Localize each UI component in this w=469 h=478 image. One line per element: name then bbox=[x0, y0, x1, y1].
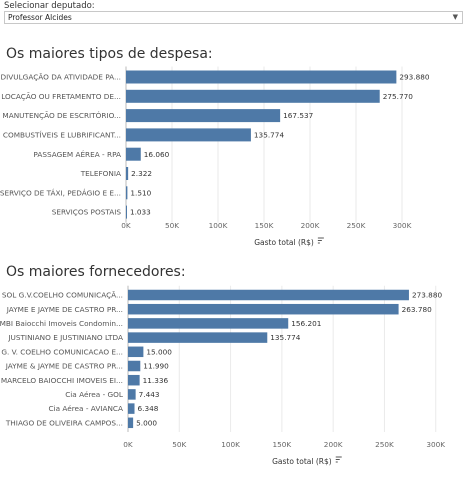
category-label: SOL G.V.COELHO COMUNICAÇÃ... bbox=[2, 291, 123, 300]
x-axis-title: Gasto total (R$) bbox=[272, 457, 332, 466]
bar[interactable] bbox=[126, 89, 380, 103]
bar[interactable] bbox=[128, 318, 289, 329]
value-label: 11.990 bbox=[143, 362, 169, 371]
chart2-title: Os maiores fornecedores: bbox=[6, 264, 186, 280]
value-label: 16.060 bbox=[144, 150, 170, 159]
category-label: THIAGO DE OLIVEIRA CAMPOS... bbox=[5, 418, 123, 427]
category-label: JUSTINIANO E JUSTINIANO LTDA bbox=[7, 333, 123, 342]
chart1-title: Os maiores tipos de despesa: bbox=[6, 46, 213, 62]
sort-icon[interactable] bbox=[317, 237, 324, 244]
category-label: JAYME E JAYME DE CASTRO PR... bbox=[6, 305, 123, 314]
value-label: 2.322 bbox=[131, 169, 152, 178]
sort-icon[interactable] bbox=[335, 456, 342, 463]
category-label: MARCELO BAIOCCHI IMOVEIS EI... bbox=[1, 376, 123, 385]
bar[interactable] bbox=[128, 403, 135, 414]
category-label: Cia Aérea - GOL bbox=[65, 390, 124, 399]
expense-types-chart: DIVULGAÇÃO DA ATIVIDADE PA... 293.880 LOCA… bbox=[0, 66, 430, 247]
x-tick-label: 300K bbox=[393, 221, 412, 230]
suppliers-chart: SOL G.V.COELHO COMUNICAÇÃ... 273.880 JAYME… bbox=[0, 285, 445, 466]
x-tick-label: 250K bbox=[347, 221, 366, 230]
category-label: TELEFONIA bbox=[80, 169, 121, 178]
bar[interactable] bbox=[126, 70, 397, 84]
x-tick-label: 150K bbox=[273, 440, 292, 449]
value-label: 6.348 bbox=[138, 404, 159, 413]
value-label: 1.033 bbox=[130, 208, 151, 217]
chevron-down-icon[interactable]: ▼ bbox=[452, 13, 458, 21]
value-label: 263.780 bbox=[402, 305, 433, 314]
x-tick-label: 200K bbox=[301, 221, 320, 230]
bar[interactable] bbox=[128, 417, 134, 429]
bar[interactable] bbox=[128, 332, 268, 343]
bar[interactable] bbox=[128, 303, 399, 315]
x-tick-label: 150K bbox=[255, 221, 274, 230]
value-label: 1.510 bbox=[130, 188, 151, 197]
value-label: 273.880 bbox=[412, 291, 443, 300]
deputy-select-value: Professor Alcides bbox=[8, 13, 72, 22]
x-tick-label: 0K bbox=[121, 221, 131, 230]
bar[interactable] bbox=[128, 374, 140, 386]
deputy-select[interactable]: Professor Alcides ▼ bbox=[4, 11, 463, 24]
bar[interactable] bbox=[126, 109, 281, 123]
bar[interactable] bbox=[126, 186, 128, 200]
value-label: 156.201 bbox=[291, 319, 321, 328]
category-label: JAYME & JAYME DE CASTRO PR... bbox=[5, 362, 123, 371]
category-label: PASSAGEM AÉREA - RPA bbox=[33, 150, 121, 159]
value-label: 7.443 bbox=[139, 390, 160, 399]
x-tick-label: 100K bbox=[221, 440, 240, 449]
category-label: DIVULGAÇÃO DA ATIVIDADE PA... bbox=[1, 73, 121, 82]
category-label: MANUTENÇÃO DE ESCRITÓRIO... bbox=[2, 111, 121, 120]
value-label: 293.880 bbox=[399, 73, 430, 82]
bar[interactable] bbox=[126, 205, 127, 219]
x-tick-label: 50K bbox=[165, 221, 179, 230]
bar[interactable] bbox=[128, 389, 136, 400]
x-tick-label: 0K bbox=[123, 440, 133, 449]
x-tick-label: 200K bbox=[324, 440, 343, 449]
category-label: Cia Aérea - AVIANCA bbox=[48, 404, 123, 413]
category-label: SERVIÇO DE TÁXI, PEDÁGIO E E... bbox=[0, 188, 121, 197]
bar[interactable] bbox=[126, 167, 129, 180]
x-tick-label: 100K bbox=[209, 221, 228, 230]
bar[interactable] bbox=[126, 128, 251, 142]
value-label: 135.774 bbox=[254, 131, 285, 140]
value-label: 15.000 bbox=[146, 347, 172, 356]
x-tick-label: 50K bbox=[172, 440, 186, 449]
category-label: COMBUSTÍVEIS E LUBRIFICANT... bbox=[3, 131, 121, 140]
category-label: SERVIÇOS POSTAIS bbox=[52, 208, 122, 217]
value-label: 167.537 bbox=[283, 111, 314, 120]
bar[interactable] bbox=[128, 289, 409, 301]
bar[interactable] bbox=[128, 346, 144, 358]
category-label: MBI Baiocchi Imoveis Condomin... bbox=[0, 319, 123, 328]
category-label: LOCAÇÃO OU FRETAMENTO DE... bbox=[1, 92, 121, 101]
x-tick-label: 300K bbox=[426, 440, 445, 449]
value-label: 11.336 bbox=[143, 376, 169, 385]
bar[interactable] bbox=[126, 147, 141, 161]
value-label: 135.774 bbox=[270, 333, 301, 342]
category-label: G. V. COELHO COMUNICACAO E... bbox=[1, 347, 123, 356]
bar[interactable] bbox=[128, 360, 141, 372]
value-label: 5.000 bbox=[136, 418, 157, 427]
x-tick-label: 250K bbox=[375, 440, 394, 449]
x-axis-title: Gasto total (R$) bbox=[254, 238, 314, 247]
selector-label: Selecionar deputado: bbox=[4, 1, 95, 11]
value-label: 275.770 bbox=[383, 92, 414, 101]
